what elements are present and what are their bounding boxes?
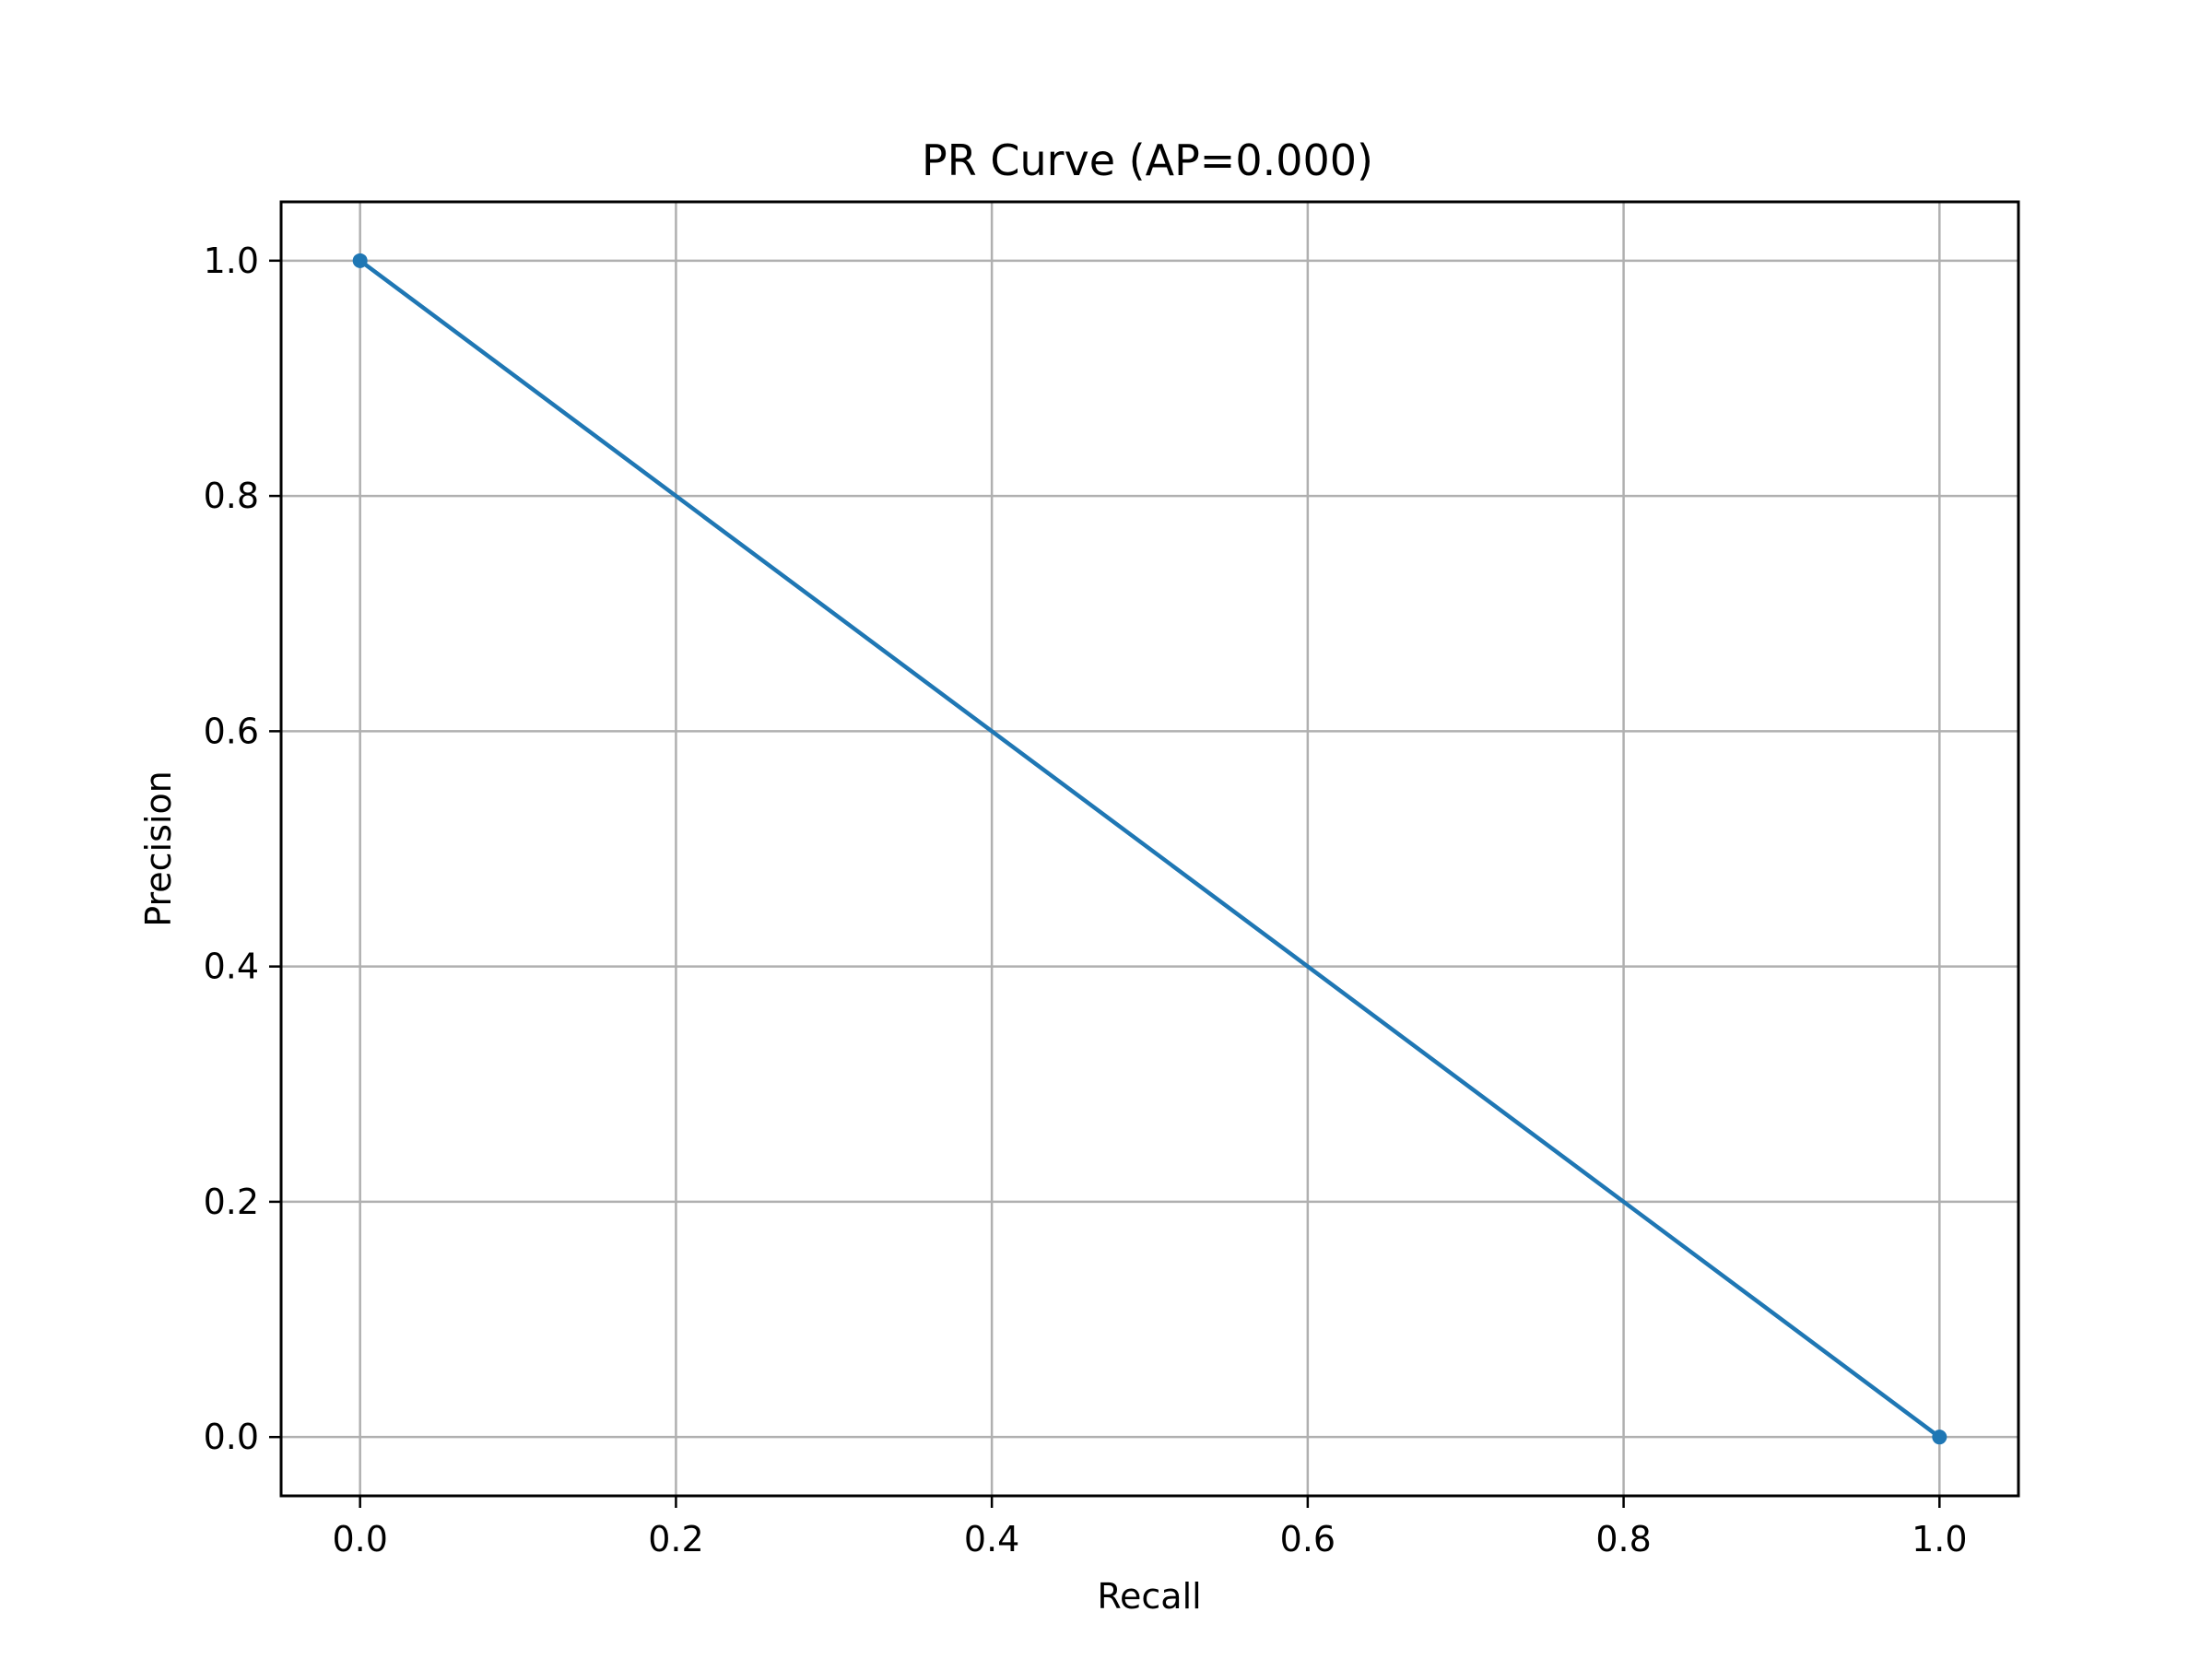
x-tick-label: 0.6: [1280, 1519, 1335, 1559]
series-layer: [352, 253, 1947, 1445]
x-tick-label: 0.0: [332, 1519, 387, 1559]
plot-area-frame: [279, 200, 2020, 1498]
y-tick-label: 0.8: [204, 476, 259, 516]
x-tick-label: 0.8: [1595, 1519, 1651, 1559]
y-tick-label: 1.0: [204, 241, 259, 281]
x-tick-label: 1.0: [1912, 1519, 1967, 1559]
y-tick-label: 0.6: [204, 711, 259, 751]
y-tick-label: 0.0: [204, 1417, 259, 1457]
y-axis-label: Precision: [138, 771, 179, 927]
y-tick-label: 0.4: [204, 947, 259, 987]
x-tick-label: 0.4: [964, 1519, 1019, 1559]
x-axis-label: Recall: [1097, 1576, 1201, 1617]
x-tick-label: 0.2: [648, 1519, 703, 1559]
data-point: [1932, 1430, 1947, 1445]
y-tick-label: 0.2: [204, 1182, 259, 1222]
chart-title: PR Curve (AP=0.000): [922, 135, 1373, 185]
series-line: [357, 257, 1943, 1441]
grid-layer: [281, 202, 2018, 1496]
ticks-layer: 0.0 0.2 0.4 0.6 0.8 1.0 0.0 0.2 0.4 0.6 0.8 1.0: [204, 241, 1968, 1559]
data-point: [352, 253, 368, 268]
